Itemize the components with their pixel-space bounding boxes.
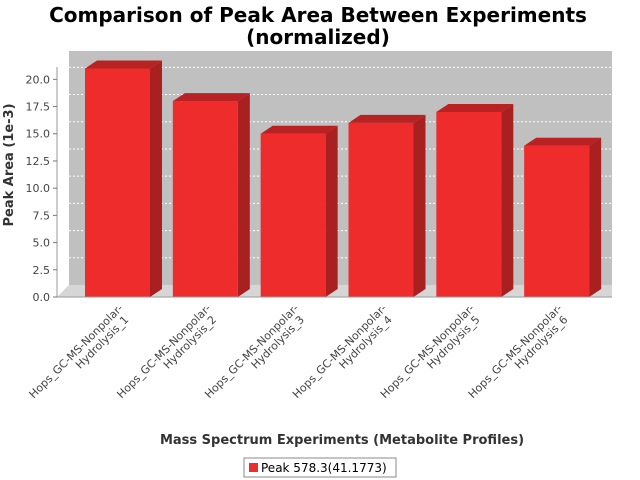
bar xyxy=(85,60,162,297)
bar-side xyxy=(150,60,162,297)
legend: Peak 578.3(41.1773) xyxy=(243,457,397,478)
bar xyxy=(524,137,602,297)
bar-top xyxy=(85,60,162,69)
bar-top xyxy=(260,125,338,134)
bar-top xyxy=(524,137,602,146)
x-tick-label-line1: Hops_GC-MS-Nonpolar- xyxy=(27,302,126,401)
bar-side xyxy=(325,125,338,297)
x-tick-label-line1: Hops_GC-MS-Nonpolar- xyxy=(202,302,301,401)
y-tick-label: 2.5 xyxy=(33,264,51,277)
chart-title-line2: (normalized) xyxy=(246,25,390,49)
y-tick-label: 10.0 xyxy=(26,182,51,195)
y-tick-label: 20.0 xyxy=(26,73,51,86)
x-tick-label-line1: Hops_GC-MS-Nonpolar- xyxy=(114,302,213,401)
legend-swatch xyxy=(249,463,258,472)
bar-top xyxy=(436,103,514,112)
bar xyxy=(348,114,426,297)
bar-front xyxy=(172,101,238,298)
x-axis-label: Mass Spectrum Experiments (Metabolite Pr… xyxy=(160,433,524,448)
y-tick-label: 17.5 xyxy=(26,101,51,114)
bar xyxy=(172,93,250,298)
bar-front xyxy=(85,68,150,297)
y-tick-label: 12.5 xyxy=(26,155,51,168)
x-tick-label-line1: Hops_GC-MS-Nonpolar- xyxy=(290,302,389,401)
y-axis: 0.0 2.5 5.0 7.5 10.0 12.5 15.0 17.5 20.0 xyxy=(26,67,58,304)
gridlines xyxy=(69,66,612,259)
x-axis: Hops_GC-MS-Nonpolar-Hydrolysis_1Hops_GC-… xyxy=(27,296,612,401)
y-tick-label: 15.0 xyxy=(26,128,51,141)
bar-front xyxy=(348,122,414,297)
bar-top xyxy=(172,93,250,102)
plot-area: 0.0 2.5 5.0 7.5 10.0 12.5 15.0 17.5 20.0 Hops_GC… xyxy=(26,51,612,401)
x-tick-label-line1: Hops_GC-MS-Nonpolar- xyxy=(466,302,565,401)
x-tick-label-line1: Hops_GC-MS-Nonpolar- xyxy=(378,302,477,401)
bar xyxy=(436,103,514,297)
x-tick-label: Hops_GC-MS-Nonpolar-Hydrolysis_6 xyxy=(466,302,571,401)
bar xyxy=(260,125,338,297)
legend-box xyxy=(243,457,397,478)
bar-side xyxy=(589,137,602,297)
y-tick-label: 0.0 xyxy=(33,291,51,304)
bar-top xyxy=(348,114,426,123)
bar-side xyxy=(413,114,426,297)
bar-front xyxy=(524,145,590,297)
bar-front xyxy=(260,133,326,297)
bar-side xyxy=(237,93,250,298)
bars xyxy=(85,60,602,298)
y-axis-label: Peak Area (1e-3) xyxy=(2,103,17,226)
y-tick-label: 7.5 xyxy=(33,209,51,222)
bar-side xyxy=(501,103,514,297)
chart-title-line1: Comparison of Peak Area Between Experime… xyxy=(49,3,587,27)
y-tick-label: 5.0 xyxy=(33,237,51,250)
bar-front xyxy=(436,111,502,297)
legend-label: Peak 578.3(41.1773) xyxy=(261,461,387,475)
